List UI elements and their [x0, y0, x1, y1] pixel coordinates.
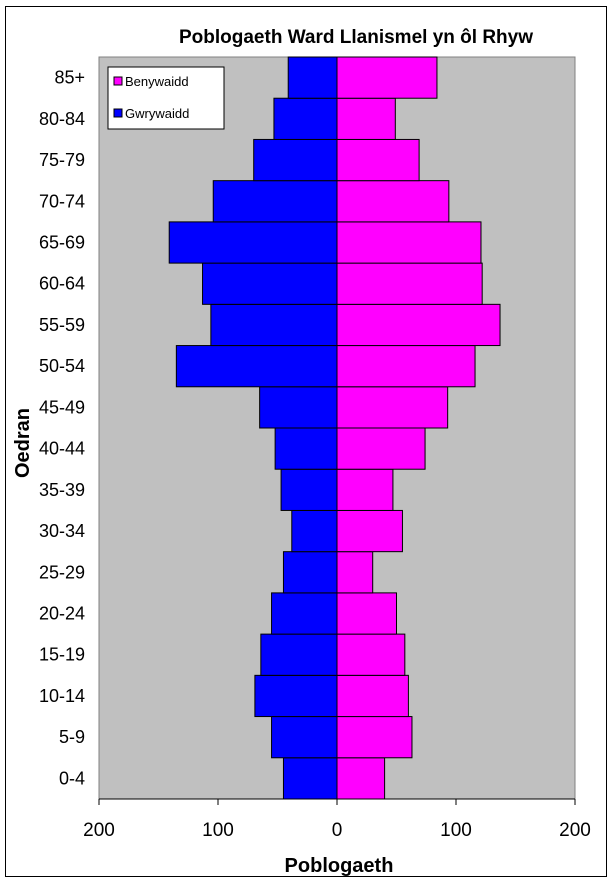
- legend-box: [107, 66, 225, 130]
- bar-benywaidd-10-14: [336, 674, 409, 718]
- bar-gwrywaidd-25-29: [282, 551, 338, 594]
- bar-gwrywaidd-85+: [287, 56, 338, 99]
- bar-benywaidd-35-39: [336, 468, 394, 511]
- x-axis-title: Poblogaeth: [285, 855, 394, 877]
- bar-gwrywaidd-70-74: [212, 180, 338, 223]
- bar-benywaidd-85+: [336, 56, 438, 99]
- bar-benywaidd-30-34: [336, 509, 403, 553]
- category-label: 45-49: [39, 397, 85, 417]
- legend-label-benywaidd: Benywaidd: [125, 74, 189, 89]
- bar-benywaidd-20-24: [336, 592, 397, 635]
- bar-gwrywaidd-55-59: [210, 303, 338, 347]
- x-tick-label: 200: [83, 820, 115, 841]
- bar-gwrywaidd-15-19: [260, 633, 338, 676]
- category-labels: 0-4 5-9 10-14 15-19 20-24 25-29 30-34 35-39 40-4…: [39, 68, 85, 789]
- legend: Benywaidd Gwrywaidd: [107, 66, 225, 130]
- category-label: 60-64: [39, 274, 85, 294]
- legend-label-gwrywaidd: Gwrywaidd: [125, 106, 189, 121]
- category-label: 85+: [54, 68, 85, 88]
- bar-benywaidd-45-49: [336, 386, 449, 429]
- bar-gwrywaidd-60-64: [202, 262, 338, 305]
- bar-gwrywaidd-80-84: [273, 97, 338, 140]
- category-label: 70-74: [39, 191, 85, 211]
- bar-benywaidd-70-74: [336, 180, 450, 223]
- category-label: 25-29: [39, 562, 85, 582]
- bar-gwrywaidd-30-34: [291, 509, 338, 553]
- x-tick-label: 200: [559, 820, 591, 841]
- category-label: 20-24: [39, 604, 85, 624]
- category-label: 30-34: [39, 521, 85, 541]
- bar-benywaidd-25-29: [336, 551, 374, 594]
- bar-gwrywaidd-40-44: [274, 427, 338, 470]
- bar-gwrywaidd-65-69: [168, 221, 338, 264]
- category-label: 15-19: [39, 645, 85, 665]
- bar-benywaidd-60-64: [336, 262, 483, 305]
- bar-gwrywaidd-75-79: [253, 138, 338, 182]
- chart-title: Poblogaeth Ward Llanismel yn ôl Rhyw: [179, 27, 533, 48]
- legend-swatch-gwrywaidd: [113, 108, 123, 118]
- y-axis-title: Oedran: [12, 408, 34, 478]
- x-tick-label: 100: [440, 820, 472, 841]
- bar-benywaidd-65-69: [336, 221, 482, 264]
- bar-gwrywaidd-35-39: [280, 468, 338, 511]
- bar-benywaidd-75-79: [336, 138, 420, 182]
- category-label: 5-9: [59, 727, 85, 747]
- bar-benywaidd-40-44: [336, 427, 426, 470]
- bar-benywaidd-5-9: [336, 716, 413, 759]
- x-tick-label: 100: [202, 820, 234, 841]
- x-axis-ticks: 200 100 0 100 200: [83, 799, 591, 841]
- bars-layer: [168, 56, 501, 800]
- category-label: 80-84: [39, 109, 85, 129]
- legend-swatch-benywaidd: [113, 76, 123, 86]
- category-label: 65-69: [39, 233, 85, 253]
- category-label: 55-59: [39, 315, 85, 335]
- category-label: 10-14: [39, 686, 85, 706]
- bar-gwrywaidd-0-4: [282, 757, 338, 800]
- x-tick-label: 0: [332, 820, 343, 841]
- category-label: 0-4: [59, 768, 85, 788]
- category-label: 75-79: [39, 150, 85, 170]
- bar-benywaidd-80-84: [336, 97, 396, 140]
- bar-benywaidd-15-19: [336, 633, 406, 676]
- category-label: 35-39: [39, 480, 85, 500]
- bar-benywaidd-50-54: [336, 345, 476, 388]
- bar-benywaidd-55-59: [336, 303, 501, 347]
- bar-gwrywaidd-45-49: [259, 386, 338, 429]
- bar-gwrywaidd-10-14: [254, 674, 338, 718]
- bar-gwrywaidd-5-9: [271, 716, 338, 759]
- bar-gwrywaidd-50-54: [175, 345, 338, 388]
- category-label: 50-54: [39, 356, 85, 376]
- bar-gwrywaidd-20-24: [271, 592, 338, 635]
- bar-benywaidd-0-4: [336, 757, 386, 800]
- category-label: 40-44: [39, 439, 85, 459]
